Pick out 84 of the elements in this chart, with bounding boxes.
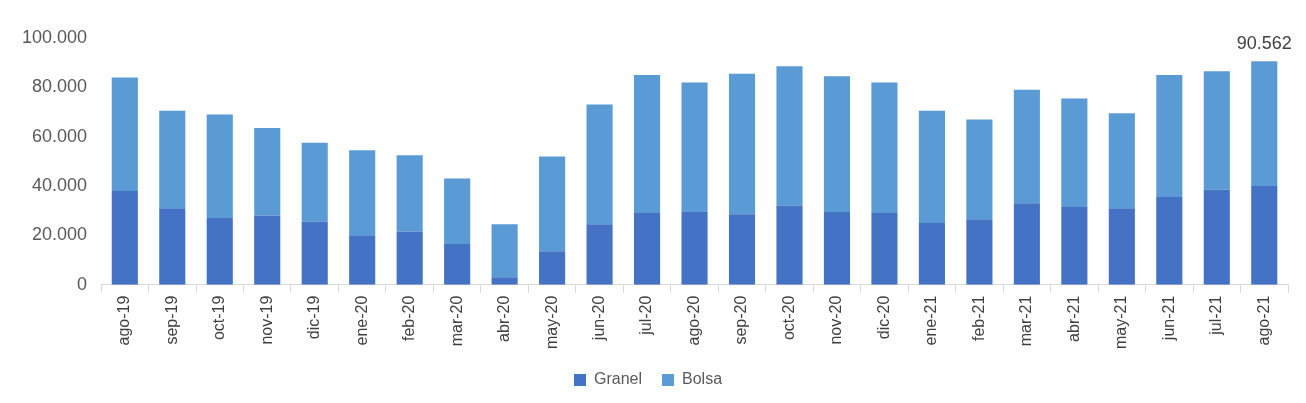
x-tick-label: jul-20 (637, 295, 655, 336)
bar (586, 224, 613, 285)
bar (444, 243, 471, 285)
x-tick-label: jun-21 (1159, 295, 1177, 342)
bar (634, 75, 661, 214)
bar (1203, 71, 1230, 190)
y-tick-label: 0 (77, 273, 88, 294)
legend-label: Granel (593, 370, 643, 388)
bar (349, 235, 376, 285)
bar (823, 211, 851, 285)
x-tick-label: jun-20 (589, 295, 607, 342)
x-tick-label: may-20 (542, 295, 560, 350)
bar (776, 66, 803, 206)
bar (1108, 113, 1135, 209)
y-tick-label: 80.000 (32, 76, 88, 97)
y-tick-label: 100.000 (21, 26, 88, 47)
bar (301, 221, 328, 285)
bar (159, 208, 186, 285)
bar (1013, 203, 1040, 285)
x-tick-label: abr-20 (495, 295, 513, 342)
bar (301, 142, 328, 222)
bar (918, 222, 945, 285)
bar (254, 215, 281, 285)
x-tick-label: feb-21 (969, 295, 987, 342)
bar (728, 214, 756, 285)
bar (681, 82, 708, 212)
bar (728, 73, 756, 215)
total-label: 90.562 (1236, 33, 1292, 54)
y-tick-label: 20.000 (32, 224, 88, 245)
bar (1251, 185, 1278, 285)
bar (111, 77, 138, 191)
bar (1061, 98, 1088, 207)
bar (1013, 89, 1040, 204)
bar (681, 211, 708, 285)
bar (918, 110, 945, 223)
x-tick-label: nov-19 (257, 295, 275, 345)
x-tick-label: dic-19 (305, 295, 323, 340)
bar (1156, 197, 1183, 285)
bar (396, 155, 423, 232)
bar (966, 219, 993, 285)
bar (539, 251, 566, 285)
bar (491, 277, 518, 285)
bar (586, 104, 613, 225)
x-tick-label: sep-19 (162, 295, 180, 345)
x-tick-label: oct-19 (210, 295, 228, 341)
x-tick-label: feb-20 (400, 295, 418, 342)
bar (206, 218, 233, 285)
bar (966, 119, 993, 220)
x-tick-label: nov-20 (827, 295, 845, 345)
bar (159, 110, 186, 209)
bar (254, 128, 281, 216)
x-tick-label: ago-19 (115, 295, 133, 346)
bar (206, 114, 233, 219)
bar (776, 205, 803, 285)
x-tick-label: abr-21 (1064, 295, 1082, 342)
x-tick-label: may-21 (1112, 295, 1130, 350)
bar (1108, 208, 1135, 285)
x-tick-label: sep-20 (732, 295, 750, 345)
x-tick-label: ene-21 (922, 295, 940, 346)
bar (349, 150, 376, 236)
y-tick-label: 60.000 (32, 125, 88, 146)
bar (396, 231, 423, 285)
bar (634, 213, 661, 285)
x-tick-label: dic-20 (874, 295, 892, 340)
y-tick-label: 40.000 (32, 174, 88, 195)
bar (111, 190, 138, 285)
bar (871, 213, 898, 285)
bar (539, 156, 566, 252)
bar (1156, 75, 1183, 198)
bar (1061, 206, 1088, 285)
x-tick-label: oct-20 (779, 295, 797, 341)
bar (491, 224, 518, 278)
x-tick-label: mar-20 (447, 295, 465, 347)
x-tick-label: ago-21 (1254, 295, 1272, 346)
x-tick-label: jul-21 (1207, 295, 1225, 336)
bar (871, 82, 898, 214)
legend-label: Bolsa (682, 370, 723, 388)
bar (823, 76, 851, 212)
x-tick-label: ago-20 (684, 295, 702, 346)
bar (1251, 61, 1278, 186)
x-tick-label: ene-20 (352, 295, 370, 346)
bar (1203, 189, 1230, 285)
x-tick-label: mar-21 (1017, 295, 1035, 347)
bar (444, 178, 471, 244)
